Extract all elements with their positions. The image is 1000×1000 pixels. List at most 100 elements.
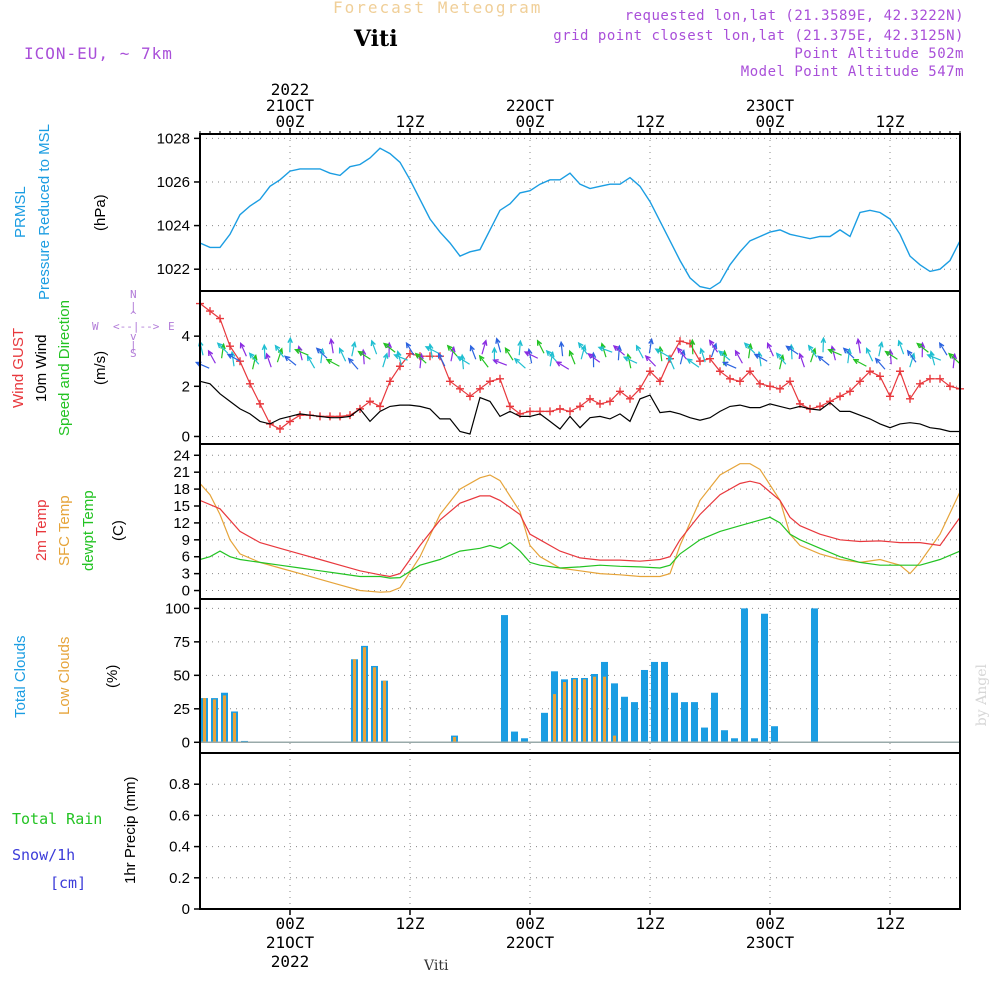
total-cloud-bar	[611, 683, 618, 743]
gust-marker	[216, 314, 224, 323]
y-tick-label: 100	[165, 600, 190, 617]
model-label: ICON-EU, ~ 7km	[24, 44, 173, 63]
y-tick-label: 0.6	[169, 807, 190, 824]
wind-direction-arrow	[358, 351, 371, 360]
gust-marker	[606, 397, 614, 406]
wind-direction-arrow	[866, 348, 874, 362]
wind-direction-arrowhead	[325, 358, 333, 365]
low-cloud-bar	[573, 679, 576, 743]
gust-marker	[776, 384, 784, 393]
total-cloud-bar	[661, 661, 668, 743]
wind-direction-arrow	[843, 348, 855, 359]
wind-direction-arrowhead	[852, 358, 860, 365]
compass-e: E	[168, 320, 175, 333]
wind-direction-arrow	[493, 359, 508, 366]
wind-direction-arrow	[479, 355, 489, 368]
low-cloud-bar	[363, 647, 366, 743]
y-tick-label: 0	[182, 734, 190, 751]
total-cloud-bar	[511, 731, 518, 743]
wind-direction-arrowhead	[414, 352, 421, 359]
gust-marker	[846, 387, 854, 396]
wind-direction-arrowhead	[315, 347, 322, 354]
gust-marker	[816, 402, 824, 411]
gust-marker	[286, 417, 294, 426]
wind-direction-arrowhead	[743, 342, 750, 349]
wind-direction-arrowhead	[287, 336, 293, 344]
y-tick-label: 9	[182, 532, 190, 549]
wind-direction-arrow	[687, 358, 700, 368]
wind-direction-arrowhead	[686, 358, 693, 364]
wind-direction-arrow	[249, 353, 260, 365]
wind-direction-arrow	[470, 345, 477, 360]
wind-direction-arrow	[447, 345, 458, 357]
wind-direction-arrow	[878, 342, 883, 357]
wind-direction-arrowhead	[708, 339, 715, 346]
gust-marker	[746, 367, 754, 376]
wind-direction-arrow	[648, 339, 653, 354]
y-tick-label: 0	[182, 901, 190, 918]
wind-direction-arrowhead	[612, 344, 620, 351]
compass-w: W	[92, 320, 99, 333]
wind-direction-arrowhead	[207, 349, 214, 357]
gust-marker	[576, 402, 584, 411]
gust-marker	[636, 384, 644, 393]
gust-marker	[396, 362, 404, 371]
gust-marker	[426, 352, 434, 361]
wind-direction-arrowhead	[947, 352, 955, 359]
wind-direction-arrow	[939, 342, 948, 356]
wind-direction-arrow	[382, 353, 388, 368]
total-cloud-bar	[521, 738, 528, 743]
x-label-bottom: 00Z	[516, 914, 545, 933]
wind-direction-arrow	[569, 351, 576, 365]
x-label-top: 12Z	[636, 112, 665, 131]
wind-direction-arrowhead	[855, 337, 862, 345]
compass-n: N	[130, 288, 137, 301]
wind-direction-arrow	[351, 342, 356, 357]
wind-direction-arrowhead	[874, 357, 881, 364]
wind-direction-arrow	[316, 348, 328, 359]
low-cloud-bar	[233, 712, 236, 743]
gust-marker	[566, 407, 574, 416]
wind-direction-arrowhead	[718, 350, 725, 357]
low-cloud-bar	[583, 679, 586, 743]
wind-direction-arrowhead	[469, 344, 475, 352]
total-cloud-bar	[631, 702, 638, 743]
gust-marker	[676, 337, 684, 346]
wind-direction-arrow	[284, 355, 297, 366]
total-cloud-bar	[711, 692, 718, 743]
low-cloud-bar	[553, 694, 556, 743]
wind-direction-arrow	[252, 355, 257, 370]
wind-direction-arrow	[457, 356, 470, 365]
y-tick-label: 1026	[157, 174, 190, 191]
wind-direction-arrow	[679, 350, 685, 365]
wind-direction-arrow	[808, 345, 818, 358]
wind-direction-arrowhead	[226, 353, 233, 359]
wind-direction-arrowhead	[568, 349, 574, 357]
point-altitude: Point Altitude 502m	[794, 46, 964, 62]
y-tick-label: 12	[173, 515, 190, 532]
gust-marker	[476, 384, 484, 393]
wind-direction-arrow	[263, 345, 266, 360]
wind-direction-arrowhead	[648, 337, 654, 345]
legend-snow-unit: [cm]	[50, 874, 87, 892]
wind-direction-arrow	[948, 353, 960, 364]
wind-direction-arrow	[645, 355, 657, 367]
wind-direction-arrowhead	[283, 355, 291, 362]
gust-marker	[856, 377, 864, 386]
x-label-bottom: 12Z	[876, 914, 905, 933]
wind-direction-arrow	[723, 361, 737, 369]
wind-direction-arrowhead	[456, 355, 463, 362]
wind-direction-arrow	[636, 345, 644, 359]
gust-marker	[836, 392, 844, 401]
wind-direction-arrowhead	[504, 346, 511, 354]
wind-direction-arrow	[613, 345, 625, 356]
y-tick-label: 21	[173, 464, 190, 481]
wind-direction-arrowhead	[807, 344, 814, 351]
wind-direction-arrowhead	[393, 353, 400, 360]
y-tick-label: 15	[173, 498, 190, 515]
wind-direction-arrowhead	[446, 344, 453, 351]
y-tick-label: 6	[182, 549, 190, 566]
location-name: Viti	[354, 26, 398, 52]
gust-marker	[696, 357, 704, 366]
wind-direction-arrow	[718, 350, 731, 361]
